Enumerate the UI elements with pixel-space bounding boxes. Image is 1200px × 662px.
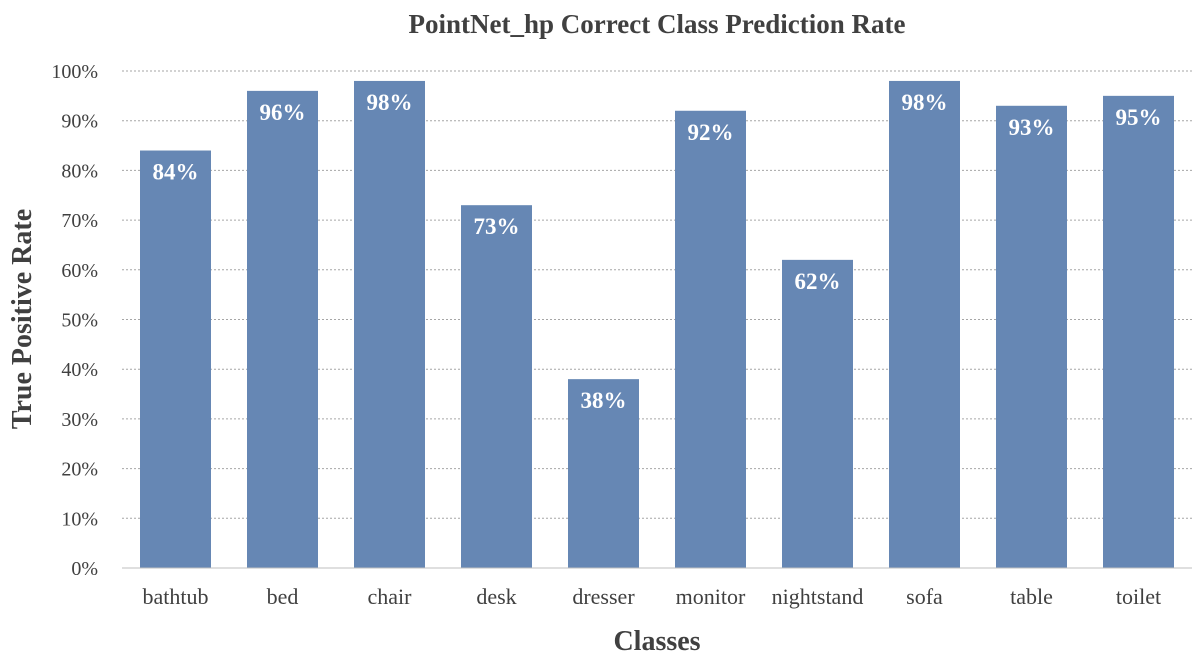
data-label-desk: 73% <box>474 214 520 239</box>
y-tick-label: 100% <box>51 61 98 83</box>
data-label-toilet: 95% <box>1116 105 1162 130</box>
bar-dresser <box>568 379 639 568</box>
x-tick-label-monitor: monitor <box>676 584 746 609</box>
chart-title: PointNet_hp Correct Class Prediction Rat… <box>409 9 906 39</box>
bar-sofa <box>889 80 960 568</box>
x-axis-title: Classes <box>613 626 700 657</box>
x-axis-ticks: bathtub bed chair desk dresser monitor nightst… <box>143 584 1162 609</box>
x-tick-label-chair: chair <box>368 584 413 609</box>
data-label-bed: 96% <box>260 100 306 125</box>
data-label-chair: 98% <box>367 90 413 115</box>
data-label-dresser: 38% <box>581 388 627 413</box>
bar-desk <box>461 205 532 568</box>
x-tick-label-sofa: sofa <box>906 584 943 609</box>
y-tick-label: 20% <box>61 459 98 481</box>
y-tick-label: 10% <box>61 508 98 530</box>
x-tick-label-toilet: toilet <box>1116 584 1161 609</box>
bar-table <box>996 105 1067 568</box>
y-tick-label: 30% <box>61 409 98 431</box>
bar-bed <box>247 90 318 568</box>
y-tick-label: 0% <box>71 558 98 580</box>
y-tick-label: 70% <box>61 210 98 232</box>
data-labels: 84% 96% 98% 73% 38% 92% 62% 98% 93% 95% <box>153 90 1162 413</box>
bar-bathtub <box>140 150 211 568</box>
data-label-nightstand: 62% <box>795 269 841 294</box>
bar-nightstand <box>782 259 853 568</box>
data-label-sofa: 98% <box>902 90 948 115</box>
y-tick-label: 60% <box>61 260 98 282</box>
bar-monitor <box>675 110 746 568</box>
data-label-table: 93% <box>1009 115 1055 140</box>
bars <box>140 80 1174 568</box>
x-tick-label-nightstand: nightstand <box>772 584 864 609</box>
bar-chair <box>354 80 425 568</box>
y-axis-title: True Positive Rate <box>7 209 38 429</box>
y-tick-label: 80% <box>61 160 98 182</box>
y-axis-ticks: 0% 10% 20% 30% 40% 50% 60% 70% 80% 90% 100% <box>51 61 98 580</box>
bar-toilet <box>1103 95 1174 568</box>
y-tick-label: 40% <box>61 359 98 381</box>
x-tick-label-desk: desk <box>476 584 516 609</box>
y-tick-label: 50% <box>61 310 98 332</box>
x-tick-label-bed: bed <box>267 584 299 609</box>
y-tick-label: 90% <box>61 111 98 133</box>
data-label-bathtub: 84% <box>153 160 199 185</box>
x-tick-label-table: table <box>1010 584 1053 609</box>
x-tick-label-bathtub: bathtub <box>143 584 209 609</box>
data-label-monitor: 92% <box>688 120 734 145</box>
x-tick-label-dresser: dresser <box>572 584 635 609</box>
